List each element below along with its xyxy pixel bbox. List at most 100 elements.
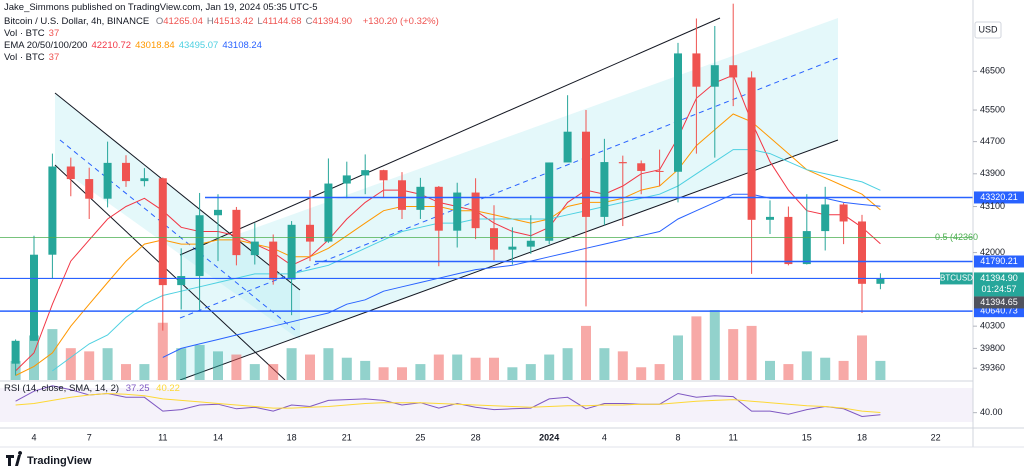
volume-bar: [433, 354, 444, 380]
candle-body: [287, 224, 296, 280]
candle-body: [858, 221, 866, 284]
candle-body: [342, 175, 351, 184]
volume-bar: [801, 351, 812, 380]
candle-body: [232, 209, 241, 256]
logo: [6, 451, 23, 466]
volume-bar: [102, 348, 113, 380]
x-tick-label: 11: [729, 432, 738, 442]
drawings: [54, 17, 839, 380]
ohlc-value: 41144.68: [262, 16, 302, 27]
candle-body: [526, 240, 535, 247]
ema-line: [52, 149, 881, 372]
volume-bar: [286, 348, 297, 380]
volume-bar: [709, 310, 720, 380]
bid-tag-box: [974, 296, 1024, 309]
volume-bar: [507, 367, 518, 380]
volume-bar: [47, 329, 58, 380]
x-tick-label: 11: [158, 432, 167, 442]
currency-box: [974, 21, 1002, 39]
ohlc-key: L: [257, 16, 263, 27]
volume-bar: [397, 367, 407, 380]
volume-bar: [378, 367, 389, 380]
price-lines: 43320.21 41790.21 40640.73 0.5 (42360 BTCUSD…: [0, 191, 1024, 318]
volume-bar: [176, 348, 187, 380]
volume-bar: [84, 351, 95, 380]
volume-bar: [194, 345, 205, 380]
volume: [10, 310, 886, 380]
y-tick-label: 42000: [980, 247, 1005, 257]
trend-line: [179, 139, 839, 380]
volume-bar: [65, 348, 76, 380]
x-tick-label: 22: [931, 432, 941, 442]
ema-value: 43495.07: [178, 40, 219, 51]
volume-bar: [415, 364, 426, 380]
ohlc-key: O: [155, 16, 164, 27]
bid-tag: 41394.65: [980, 297, 1018, 307]
volume-bar: [360, 360, 371, 380]
volume-bar: [581, 325, 591, 380]
y-tick-label: 44700: [980, 136, 1005, 146]
ema-value: 43108.24: [222, 40, 262, 51]
candle-body: [214, 209, 222, 216]
trend-line: [54, 164, 286, 380]
volume-bar: [820, 357, 831, 380]
ascending-channel-fill: [180, 18, 838, 380]
volume-bar: [783, 364, 794, 380]
x-tick-label: 14: [213, 432, 223, 442]
volume-bar: [121, 364, 131, 380]
volume-bar: [268, 364, 279, 380]
symbol-tag-box: [940, 272, 973, 285]
volume-bar: [599, 348, 610, 380]
rsi-line: [15, 385, 881, 418]
trend-line: [179, 17, 721, 256]
candle-body: [306, 224, 314, 242]
candle-body: [30, 254, 38, 341]
candle-body: [453, 192, 462, 231]
volume-bar: [305, 354, 315, 380]
y-tick-label: 43100: [980, 201, 1005, 211]
volume-bar: [489, 357, 499, 380]
volume-bar: [452, 354, 463, 380]
candle-body: [398, 180, 406, 210]
candle-body: [140, 178, 149, 182]
x-tick-label: 18: [857, 432, 867, 442]
countdown: 01:24:57: [981, 284, 1016, 294]
volume-bar: [139, 364, 150, 380]
ohlc-key: C: [305, 16, 313, 27]
volume-bar: [525, 364, 536, 380]
volume-bar: [213, 351, 223, 380]
price-tag-box: [974, 255, 1024, 268]
candle-body: [48, 166, 57, 255]
ohlc-key: H: [206, 16, 214, 27]
volume-bar: [765, 360, 775, 380]
x-tick-label: 4: [602, 432, 607, 442]
candle-body: [85, 179, 94, 199]
y-tick-label: 40300: [980, 321, 1005, 331]
y-tick-label: 45500: [980, 104, 1005, 114]
candle-body: [269, 241, 278, 280]
x-tick-label: 18: [287, 432, 297, 442]
volume-bar: [231, 354, 242, 380]
volume-bar: [746, 325, 757, 380]
candle-body: [600, 162, 609, 217]
x-tick-label: 15: [802, 432, 812, 442]
last-price-box: [974, 272, 1024, 297]
brand: TradingView: [27, 455, 92, 467]
vol-label: Vol · BTC: [4, 52, 45, 63]
symbol-legend: Bitcoin / U.S. Dollar, 4h, BINANCE O4126…: [4, 16, 443, 28]
ohlc: O41265.04 H41513.42 L41144.68 C41394.90: [156, 16, 356, 27]
ema-value: 42210.72: [91, 40, 132, 51]
volume-legend: Vol · BTC 37: [4, 52, 63, 64]
rsi-label: RSI (14, close, SMA, 14, 2): [4, 383, 120, 394]
candle-body: [655, 170, 664, 172]
candle-body: [122, 162, 130, 182]
symbol-title: Bitcoin / U.S. Dollar, 4h, BINANCE: [4, 16, 150, 27]
rsi-legend: RSI (14, close, SMA, 14, 2) 37.25 40.22: [4, 383, 184, 395]
x-tick-label: 21: [342, 432, 352, 442]
y-tick-label: 43900: [980, 168, 1005, 178]
volume-bar: [691, 316, 702, 380]
x-tick-label: 8: [675, 432, 680, 442]
candle-body: [195, 215, 204, 277]
vol-label: Vol · BTC: [4, 28, 45, 39]
